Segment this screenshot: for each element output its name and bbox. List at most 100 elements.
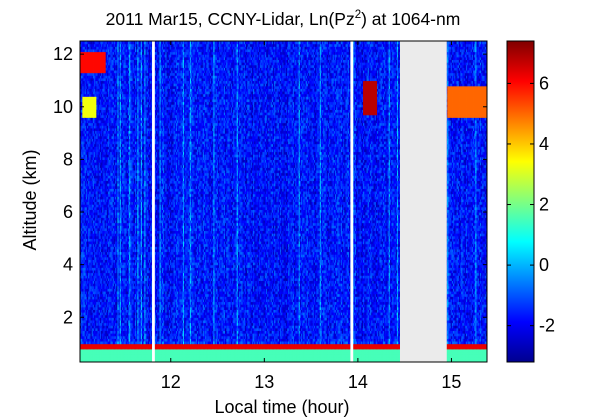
heatmap-cell bbox=[98, 80, 101, 84]
heatmap-cell bbox=[94, 159, 96, 163]
heatmap-cell bbox=[97, 64, 100, 68]
heatmap-cell bbox=[80, 112, 82, 116]
heatmap-cell bbox=[101, 246, 103, 250]
heatmap-cell bbox=[91, 140, 94, 145]
heatmap-cell bbox=[94, 264, 96, 268]
heatmap-cell bbox=[95, 348, 97, 353]
heatmap-cell bbox=[82, 251, 85, 255]
heatmap-cell bbox=[102, 356, 104, 360]
heatmap-cell bbox=[92, 298, 95, 303]
heatmap-cell bbox=[83, 304, 86, 308]
heatmap-cell bbox=[89, 298, 92, 303]
heatmap-cell bbox=[80, 296, 82, 300]
heatmap-cell bbox=[99, 346, 102, 350]
heatmap-cell bbox=[87, 125, 89, 129]
heatmap-cell bbox=[97, 109, 100, 113]
heatmap-cell bbox=[80, 190, 82, 195]
heatmap-cell bbox=[95, 267, 97, 271]
heatmap-cell bbox=[80, 85, 82, 89]
heatmap-cell bbox=[101, 198, 103, 203]
heatmap-cell bbox=[89, 43, 92, 47]
heatmap-cell bbox=[87, 288, 89, 292]
heatmap-cell bbox=[83, 346, 86, 350]
heatmap-cell bbox=[82, 262, 85, 266]
heatmap-cell bbox=[91, 296, 94, 300]
heatmap-cell bbox=[92, 272, 95, 276]
heatmap-cell bbox=[91, 309, 94, 313]
heatmap-cell bbox=[92, 77, 95, 82]
heatmap-cell bbox=[95, 333, 97, 337]
heatmap-cell bbox=[97, 290, 100, 295]
heatmap-cell bbox=[82, 277, 85, 282]
heatmap-cell bbox=[90, 306, 93, 310]
heatmap-cell bbox=[85, 254, 88, 258]
heatmap-cell bbox=[90, 151, 93, 155]
heatmap-cell bbox=[87, 212, 89, 216]
heatmap-cell bbox=[91, 90, 94, 95]
heatmap-cell bbox=[99, 104, 102, 108]
heatmap-cell bbox=[88, 59, 90, 63]
heatmap-cell bbox=[101, 346, 103, 350]
heatmap-cell bbox=[94, 133, 96, 137]
heatmap-cell bbox=[94, 83, 96, 87]
heatmap-cell bbox=[90, 80, 93, 84]
heatmap-cell bbox=[80, 114, 82, 118]
heatmap-cell bbox=[83, 335, 86, 339]
heatmap-cell bbox=[83, 225, 86, 229]
heatmap-cell bbox=[99, 198, 102, 203]
heatmap-cell bbox=[81, 130, 83, 134]
heatmap-cell bbox=[99, 125, 102, 129]
heatmap-cell bbox=[92, 214, 95, 218]
heatmap-cell bbox=[89, 233, 92, 237]
heatmap-cell bbox=[94, 233, 96, 237]
heatmap-cell bbox=[80, 322, 82, 326]
heatmap-cell bbox=[81, 359, 83, 362]
heatmap-cell bbox=[94, 217, 96, 221]
heatmap-cell bbox=[101, 90, 103, 95]
heatmap-cell bbox=[84, 59, 87, 63]
heatmap-cell bbox=[98, 212, 101, 216]
heatmap-cell bbox=[95, 59, 97, 63]
heatmap-cell bbox=[96, 272, 99, 276]
heatmap-cell bbox=[80, 225, 82, 229]
heatmap-cell bbox=[96, 64, 99, 68]
heatmap-cell bbox=[99, 240, 102, 245]
heatmap-cell bbox=[96, 348, 99, 353]
heatmap-cell bbox=[81, 206, 83, 210]
heatmap-cell bbox=[90, 104, 93, 108]
heatmap-cell bbox=[80, 77, 82, 82]
heatmap-cell bbox=[94, 246, 96, 250]
heatmap-cell bbox=[85, 338, 88, 342]
heatmap-cell bbox=[92, 254, 95, 258]
heatmap-cell bbox=[83, 212, 86, 216]
heatmap-cell bbox=[96, 140, 99, 145]
heatmap-cell bbox=[91, 59, 94, 63]
heatmap-cell bbox=[97, 130, 100, 134]
heatmap-cell bbox=[101, 206, 103, 210]
heatmap-cell bbox=[89, 48, 92, 53]
heatmap-cell bbox=[81, 190, 83, 195]
heatmap-cell bbox=[83, 101, 86, 105]
heatmap-cell bbox=[96, 233, 99, 237]
heatmap-cell bbox=[80, 135, 82, 139]
heatmap-cell bbox=[98, 256, 101, 260]
heatmap-cell bbox=[95, 343, 97, 347]
heatmap-cell bbox=[89, 148, 92, 153]
heatmap-cell bbox=[80, 83, 82, 87]
heatmap-cell bbox=[83, 201, 86, 205]
heatmap-cell bbox=[85, 109, 88, 113]
heatmap-cell bbox=[84, 293, 87, 297]
heatmap-cell bbox=[95, 325, 97, 329]
heatmap-cell bbox=[95, 338, 97, 342]
heatmap-cell bbox=[101, 296, 103, 300]
heatmap-cell bbox=[87, 183, 89, 187]
heatmap-cell bbox=[96, 96, 99, 100]
heatmap-cell bbox=[85, 198, 88, 203]
heatmap-cell bbox=[98, 314, 101, 318]
heatmap-cell bbox=[84, 117, 87, 121]
heatmap-cell bbox=[83, 88, 86, 92]
heatmap-cell bbox=[98, 251, 101, 255]
heatmap-cell bbox=[97, 190, 100, 195]
heatmap-cell bbox=[94, 285, 96, 289]
heatmap-cell bbox=[84, 56, 87, 61]
